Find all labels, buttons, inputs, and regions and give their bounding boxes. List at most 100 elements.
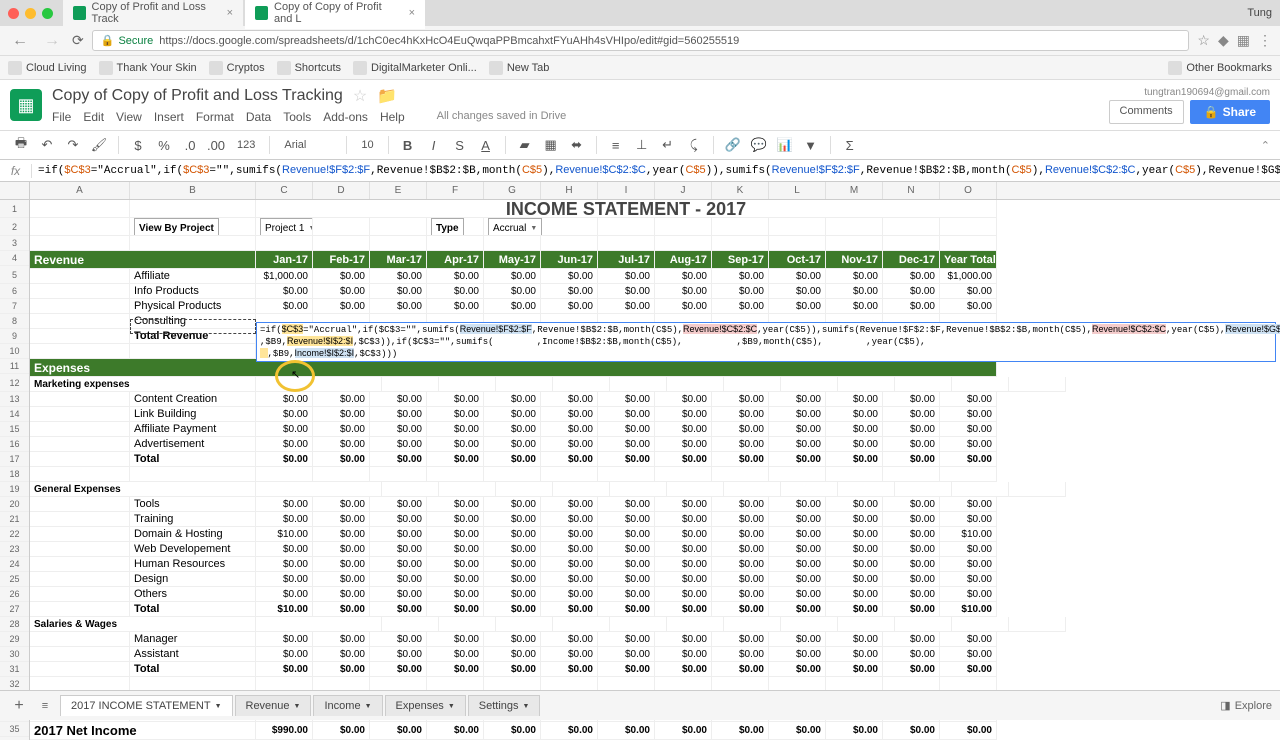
value-cell[interactable]: $0.00 [826,269,883,284]
row-header[interactable]: 23 [0,542,29,557]
cell[interactable] [724,482,781,497]
cell[interactable] [769,218,826,236]
cell[interactable] [30,602,130,617]
sub-header[interactable]: Salaries & Wages [30,617,256,632]
cell[interactable] [256,482,382,497]
cell[interactable] [610,377,667,392]
row-label[interactable]: Tools [130,497,256,512]
bookmark[interactable]: Cryptos [209,61,265,75]
value-cell[interactable]: $0.00 [598,437,655,452]
value-cell[interactable]: $0.00 [484,542,541,557]
borders-icon[interactable]: ▦ [540,134,562,156]
value-cell[interactable]: $0.00 [370,587,427,602]
value-cell[interactable]: $0.00 [940,647,997,662]
italic-icon[interactable]: I [423,134,445,156]
cell[interactable] [598,467,655,482]
col-header[interactable]: H [541,182,598,199]
value-cell[interactable]: $0.00 [598,452,655,467]
cell[interactable] [130,200,256,218]
value-cell[interactable]: $0.00 [655,572,712,587]
cell[interactable] [30,557,130,572]
col-header[interactable]: M [826,182,883,199]
value-cell[interactable]: $0.00 [370,572,427,587]
value-cell[interactable]: $0.00 [541,602,598,617]
value-cell[interactable]: $0.00 [826,647,883,662]
row-header[interactable]: 27 [0,602,29,617]
menu-view[interactable]: View [116,110,142,124]
cell[interactable] [952,377,1009,392]
value-cell[interactable]: $0.00 [256,542,313,557]
row-header[interactable]: 6 [0,284,29,299]
cell[interactable] [313,467,370,482]
value-cell[interactable]: $0.00 [541,647,598,662]
row-header[interactable]: 17 [0,452,29,467]
value-cell[interactable]: $0.00 [370,407,427,422]
value-cell[interactable]: $0.00 [598,392,655,407]
rotate-icon[interactable]: ⤹ [683,134,705,156]
value-cell[interactable]: $0.00 [712,269,769,284]
row-header[interactable]: 24 [0,557,29,572]
value-cell[interactable]: $0.00 [712,299,769,314]
col-header[interactable]: G [484,182,541,199]
value-cell[interactable]: $0.00 [484,269,541,284]
url-input[interactable]: 🔒 Secure https://docs.google.com/spreads… [92,30,1190,51]
cell[interactable] [724,617,781,632]
value-cell[interactable]: $0.00 [598,647,655,662]
value-cell[interactable]: $0.00 [484,632,541,647]
row-header[interactable]: 5 [0,266,29,284]
cell[interactable] [439,377,496,392]
value-cell[interactable]: $0.00 [313,299,370,314]
menu-icon[interactable]: ⋮ [1258,32,1272,49]
reload-button[interactable]: ⟳ [72,32,84,49]
cell[interactable] [838,482,895,497]
row-header[interactable]: 20 [0,497,29,512]
cell[interactable] [781,377,838,392]
wrap-icon[interactable]: ↵ [657,134,679,156]
cell[interactable] [496,482,553,497]
value-cell[interactable]: $0.00 [655,299,712,314]
value-cell[interactable]: $0.00 [598,512,655,527]
month-header[interactable]: Jun-17 [541,251,598,269]
chart-icon[interactable]: 📊 [774,134,796,156]
value-cell[interactable]: $0.00 [712,512,769,527]
cell[interactable] [655,218,712,236]
value-cell[interactable]: $0.00 [940,422,997,437]
row-header[interactable]: 31 [0,662,29,677]
functions-icon[interactable]: Σ [839,134,861,156]
value-cell[interactable]: $0.00 [826,299,883,314]
cell[interactable] [256,617,382,632]
cell[interactable] [30,497,130,512]
value-cell[interactable]: $0.00 [826,587,883,602]
value-cell[interactable]: $990.00 [256,722,313,740]
value-cell[interactable]: $0.00 [427,602,484,617]
menu-insert[interactable]: Insert [154,110,184,124]
cell[interactable] [30,662,130,677]
value-cell[interactable]: $0.00 [883,527,940,542]
value-cell[interactable]: $0.00 [940,587,997,602]
cell[interactable] [610,482,667,497]
value-cell[interactable]: $0.00 [427,392,484,407]
cell[interactable] [130,344,256,359]
row-label[interactable]: Link Building [130,407,256,422]
value-cell[interactable]: $0.00 [313,722,370,740]
browser-user[interactable]: Tung [1247,7,1272,19]
value-cell[interactable]: $0.00 [655,557,712,572]
row-header[interactable]: 30 [0,647,29,662]
cell[interactable] [439,617,496,632]
extension-icon[interactable]: ◆ [1218,32,1229,49]
currency-icon[interactable]: $ [127,134,149,156]
month-header[interactable]: Dec-17 [883,251,940,269]
close-icon[interactable]: × [227,7,233,19]
value-cell[interactable]: $0.00 [940,542,997,557]
value-cell[interactable]: $0.00 [256,392,313,407]
cell[interactable] [30,236,130,251]
value-cell[interactable]: $0.00 [769,722,826,740]
value-cell[interactable]: $0.00 [256,299,313,314]
value-cell[interactable]: $0.00 [940,392,997,407]
row-header[interactable]: 15 [0,422,29,437]
cell[interactable] [553,482,610,497]
value-cell[interactable]: $10.00 [940,527,997,542]
cell[interactable] [30,572,130,587]
row-label[interactable]: Affiliate [130,269,256,284]
value-cell[interactable]: $0.00 [484,557,541,572]
